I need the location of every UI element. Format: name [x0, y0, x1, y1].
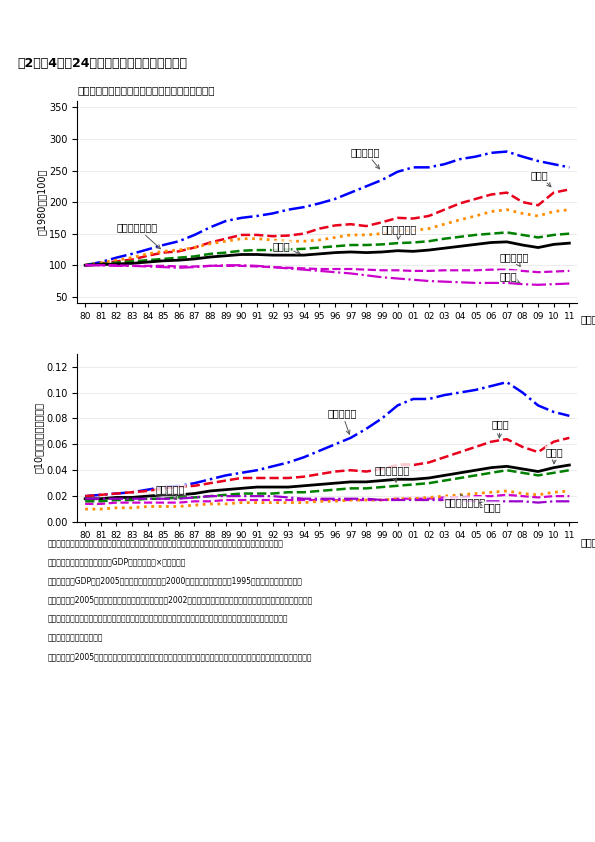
- Text: 製造業: 製造業: [491, 419, 509, 438]
- Text: （年）: （年）: [580, 314, 595, 324]
- Text: （注）　１）労働生産性＝実質GDP／（就業者数×労働時間）: （注） １）労働生産性＝実質GDP／（就業者数×労働時間）: [48, 557, 186, 567]
- Text: ２）GDPは、2005年基準（連鎖方式）、2000年基準（連鎖方式）、1995年基準を接続して算出。: ２）GDPは、2005年基準（連鎖方式）、2000年基準（連鎖方式）、1995年…: [48, 577, 302, 585]
- Text: 運輸・通信業: 運輸・通信業: [382, 224, 417, 239]
- Text: 第2－（4）－24図　産業別労働生産性の推移: 第2－（4）－24図 産業別労働生産性の推移: [18, 56, 187, 70]
- Text: ４）2005年以降の運輸・通信業の労働時間は、各年の運輸業と情報通信業の就業者数を用いて加重平均して算出。: ４）2005年以降の運輸・通信業の労働時間は、各年の運輸業と情報通信業の就業者数…: [48, 652, 312, 661]
- Text: サービス業: サービス業: [499, 252, 528, 266]
- Text: 建設業: 建設業: [479, 502, 501, 513]
- Text: 運輸・通信業: 運輸・通信業: [374, 465, 409, 482]
- Text: 産業計: 産業計: [546, 446, 563, 464]
- Text: （年）: （年）: [580, 537, 595, 547]
- Text: 産業計: 産業計: [273, 242, 300, 254]
- Y-axis label: （10億円／万人・時間）: （10億円／万人・時間）: [33, 402, 43, 473]
- Text: 建設業: 建設業: [499, 271, 520, 283]
- Text: 金融保険業: 金融保険業: [350, 147, 380, 168]
- Text: 乗じて算出。: 乗じて算出。: [48, 633, 103, 642]
- Text: サービス業: サービス業: [155, 484, 185, 499]
- Y-axis label: （1980年＝100）: （1980年＝100）: [36, 169, 46, 235]
- Text: 金融保険業: 金融保険業: [327, 408, 356, 434]
- Text: 卸売業・小売業: 卸売業・小売業: [444, 493, 486, 507]
- Text: ３）2005年以降の運輸・通信業就業者数は、2002年就業構造基本調査における情報通信業及び運輸業の有業者: ３）2005年以降の運輸・通信業就業者数は、2002年就業構造基本調査における情…: [48, 595, 313, 605]
- Text: 卸売業・小売業: 卸売業・小売業: [117, 222, 161, 248]
- Text: 数合計に対する運輸・通信業の有業者数の割合を国民経済計算の運輸業と情報通信業の合計の就業者数: 数合計に対する運輸・通信業の有業者数の割合を国民経済計算の運輸業と情報通信業の合…: [48, 615, 288, 623]
- Text: 製造業: 製造業: [530, 170, 551, 187]
- Text: 資料出所：内閣府「国民経済計算」、総務省「就業構造基本調査」より厚生労働省労働政策担当参事官室にて試計: 資料出所：内閣府「国民経済計算」、総務省「就業構造基本調査」より厚生労働省労働政…: [48, 539, 283, 548]
- Text: 各産業の労働生産性の上昇率には差がみられる。: 各産業の労働生産性の上昇率には差がみられる。: [77, 86, 215, 95]
